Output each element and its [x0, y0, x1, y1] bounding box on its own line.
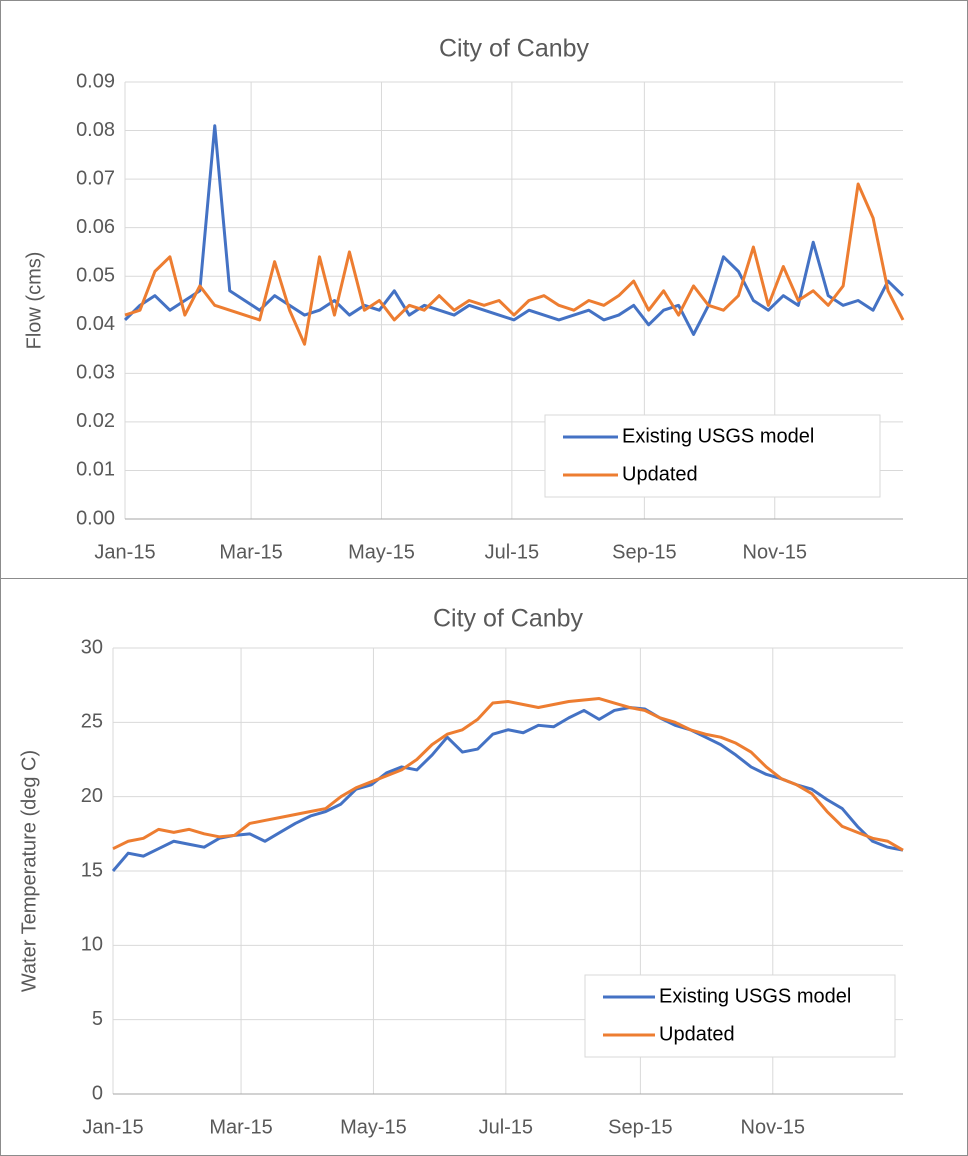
y-tick-label: 30	[81, 636, 103, 658]
y-tick-label: 25	[81, 711, 103, 733]
y-tick-label: 20	[81, 785, 103, 807]
chart-title: City of Canby	[439, 35, 590, 63]
y-axis-label: Water Temperature (deg C)	[18, 750, 40, 992]
x-tick-label: Nov-15	[741, 1116, 805, 1138]
y-tick-label: 15	[81, 859, 103, 881]
y-tick-label: 0.04	[76, 313, 115, 335]
x-tick-label: May-15	[340, 1116, 407, 1138]
y-tick-label: 0.07	[76, 167, 115, 189]
y-tick-label: 0.01	[76, 459, 115, 481]
y-tick-label: 0.06	[76, 216, 115, 238]
series-line	[124, 182, 905, 346]
series-line	[112, 697, 904, 852]
y-tick-label: 0.05	[76, 265, 115, 287]
y-tick-label: 0.00	[76, 507, 115, 529]
x-tick-label: Jul-15	[485, 541, 539, 563]
legend-label: Updated	[659, 1023, 735, 1045]
y-tick-label: 0.08	[76, 119, 115, 141]
x-tick-label: Sep-15	[608, 1116, 673, 1138]
legend-label: Updated	[622, 463, 698, 485]
x-tick-label: Jan-15	[94, 541, 155, 563]
y-tick-label: 0.02	[76, 410, 115, 432]
legend-box	[584, 974, 896, 1058]
y-tick-label: 0.09	[76, 70, 115, 92]
x-tick-label: Jul-15	[479, 1116, 533, 1138]
series-line	[111, 705, 904, 872]
x-tick-label: Sep-15	[612, 541, 677, 563]
chart-title: City of Canby	[433, 605, 584, 633]
x-tick-label: Mar-15	[209, 1116, 272, 1138]
chart-frame	[0, 578, 968, 1156]
y-tick-label: 5	[92, 1008, 103, 1030]
legend-label: Existing USGS model	[622, 425, 814, 447]
series-line	[123, 124, 905, 336]
legend-box	[544, 414, 881, 498]
x-tick-label: May-15	[348, 541, 415, 563]
x-tick-label: Jan-15	[82, 1116, 143, 1138]
y-axis-label: Flow (cms)	[23, 252, 45, 350]
y-tick-label: 0	[92, 1082, 103, 1104]
x-tick-label: Mar-15	[219, 541, 282, 563]
y-tick-label: 10	[81, 934, 103, 956]
x-tick-label: Nov-15	[743, 541, 807, 563]
legend-label: Existing USGS model	[659, 985, 851, 1007]
y-tick-label: 0.03	[76, 362, 115, 384]
